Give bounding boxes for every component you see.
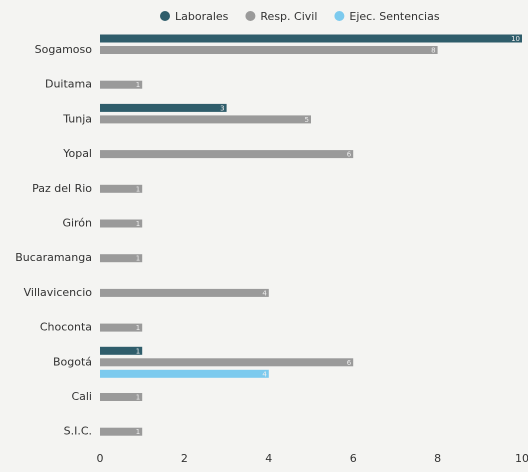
x-tick-label: 0 bbox=[97, 452, 104, 465]
x-tick-label: 6 bbox=[350, 452, 357, 465]
value-label: 1 bbox=[136, 428, 140, 436]
value-label: 10 bbox=[511, 35, 520, 43]
bar bbox=[100, 80, 143, 89]
y-tick-label: Choconta bbox=[40, 321, 92, 334]
y-tick-label: Bucaramanga bbox=[15, 251, 92, 264]
bar bbox=[100, 184, 143, 193]
y-tick-label: S.I.C. bbox=[64, 425, 92, 438]
bar bbox=[100, 46, 438, 54]
x-tick-label: 8 bbox=[434, 452, 441, 465]
bar bbox=[100, 219, 143, 228]
bar bbox=[100, 346, 143, 355]
legend-label: Ejec. Sentencias bbox=[349, 10, 439, 23]
bar bbox=[100, 34, 522, 43]
value-label: 6 bbox=[347, 151, 352, 159]
bar bbox=[100, 427, 143, 436]
bar bbox=[100, 288, 269, 297]
x-tick-label: 2 bbox=[181, 452, 188, 465]
bar bbox=[100, 393, 143, 401]
x-tick-label: 4 bbox=[265, 452, 272, 465]
value-label: 1 bbox=[136, 220, 140, 228]
value-label: 1 bbox=[136, 81, 140, 89]
value-label: 4 bbox=[262, 289, 267, 297]
value-label: 1 bbox=[136, 185, 140, 193]
bar bbox=[100, 358, 354, 367]
legend-swatch bbox=[245, 11, 256, 21]
value-label: 3 bbox=[220, 104, 224, 112]
y-tick-label: Yopal bbox=[62, 147, 92, 160]
x-tick-label: 10 bbox=[515, 452, 528, 465]
legend-swatch bbox=[160, 11, 170, 21]
value-label: 4 bbox=[262, 370, 267, 378]
value-label: 5 bbox=[305, 116, 309, 124]
y-tick-label: Girón bbox=[62, 217, 92, 230]
bar bbox=[100, 254, 143, 263]
bar bbox=[100, 369, 269, 378]
value-label: 8 bbox=[431, 47, 435, 55]
legend-label: Laborales bbox=[175, 10, 229, 23]
value-label: 1 bbox=[136, 347, 140, 355]
value-label: 6 bbox=[347, 359, 352, 367]
value-label: 1 bbox=[136, 324, 140, 332]
bar bbox=[100, 115, 311, 124]
y-tick-label: Bogotá bbox=[53, 355, 92, 368]
bar bbox=[100, 150, 354, 159]
y-tick-label: Villavicencio bbox=[24, 286, 93, 299]
legend-swatch bbox=[334, 11, 345, 21]
bar bbox=[100, 323, 143, 332]
y-tick-label: Cali bbox=[71, 390, 92, 403]
y-tick-label: Sogamoso bbox=[35, 43, 93, 56]
y-tick-label: Paz del Rio bbox=[32, 182, 92, 195]
y-tick-label: Duitama bbox=[45, 78, 92, 91]
value-label: 1 bbox=[136, 255, 140, 263]
bar bbox=[100, 103, 227, 112]
y-tick-label: Tunja bbox=[62, 112, 92, 125]
value-label: 1 bbox=[136, 394, 140, 402]
legend-label: Resp. Civil bbox=[260, 10, 317, 23]
